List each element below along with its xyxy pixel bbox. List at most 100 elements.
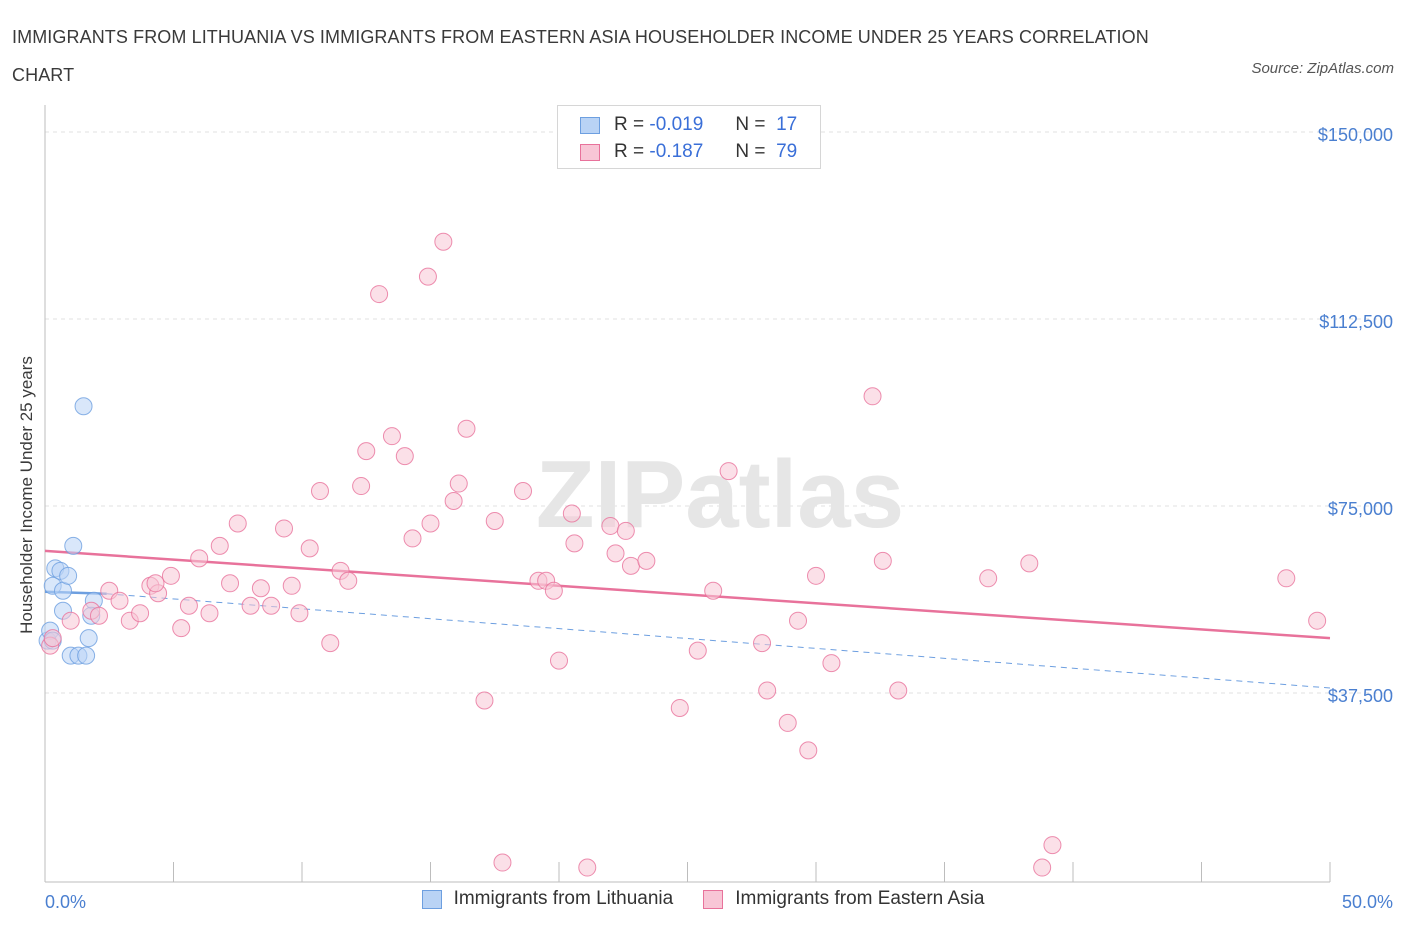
data-point	[637, 551, 656, 570]
data-point	[43, 629, 62, 648]
trend-line-extension	[106, 593, 1331, 689]
data-point	[789, 611, 808, 630]
data-point	[457, 419, 476, 438]
legend-r-label: R =	[614, 114, 645, 135]
data-point	[475, 691, 494, 710]
data-point	[403, 529, 422, 548]
watermark: ZIPatlas	[536, 441, 904, 548]
data-point	[370, 285, 389, 304]
data-point	[778, 713, 797, 732]
data-point	[753, 634, 772, 653]
legend-r-value: -0.187	[649, 141, 704, 162]
data-point	[64, 536, 83, 555]
series-swatch-blue	[421, 889, 442, 909]
data-point	[77, 646, 96, 665]
data-point	[300, 539, 319, 558]
data-point	[146, 574, 165, 593]
data-point	[1277, 569, 1296, 588]
data-point	[688, 641, 707, 660]
data-point	[434, 232, 453, 251]
legend-n-label: N =	[735, 141, 766, 162]
data-point	[321, 634, 340, 653]
data-point	[339, 571, 358, 590]
y-tick-label: $37,500	[1328, 686, 1393, 706]
y-tick-label: $75,000	[1328, 499, 1393, 519]
data-point	[53, 581, 72, 600]
data-point	[889, 681, 908, 700]
data-point	[493, 853, 512, 872]
data-point	[616, 521, 635, 540]
data-point	[161, 566, 180, 585]
data-point	[1020, 554, 1039, 573]
series-legend: Immigrants from Lithuania Immigrants fro…	[0, 888, 1406, 910]
data-point	[74, 397, 93, 416]
data-point	[131, 604, 150, 623]
data-point	[418, 267, 437, 286]
data-point	[799, 741, 818, 760]
series-swatch-pink	[703, 889, 724, 909]
data-points	[38, 232, 1327, 877]
data-point	[190, 549, 209, 568]
data-point	[221, 574, 240, 593]
data-point	[873, 551, 892, 570]
tick-labels: $37,500 $75,000 $112,500 $150,000 0.0% 50.0%	[45, 125, 1393, 912]
data-point	[357, 442, 376, 461]
data-point	[514, 482, 533, 501]
data-point	[485, 511, 504, 530]
legend-row-eastern-asia: R = -0.187 N = 79	[580, 139, 797, 165]
data-point	[395, 447, 414, 466]
x-tick-label: 0.0%	[45, 892, 86, 912]
data-point	[562, 504, 581, 523]
legend-swatch-pink	[580, 143, 600, 161]
data-point	[79, 629, 98, 648]
data-point	[89, 606, 108, 625]
data-point	[228, 514, 247, 533]
data-point	[210, 536, 229, 555]
data-point	[670, 698, 689, 717]
source-label: Source: ZipAtlas.com	[1251, 60, 1394, 77]
data-point	[719, 462, 738, 481]
data-point	[863, 387, 882, 406]
data-point	[282, 576, 301, 595]
axes	[44, 105, 1331, 883]
data-point	[59, 566, 78, 585]
data-point	[61, 611, 80, 630]
data-point	[290, 604, 309, 623]
legend-row-lithuania: R = -0.019 N = 17	[580, 112, 797, 138]
data-point	[578, 858, 597, 877]
data-point	[758, 681, 777, 700]
data-point	[601, 516, 620, 535]
data-point	[310, 482, 329, 501]
data-point	[979, 569, 998, 588]
data-point	[704, 581, 723, 600]
data-point	[382, 427, 401, 446]
legend-n-value: 17	[776, 114, 798, 135]
data-point	[241, 596, 260, 615]
series-legend-lithuania: Immigrants from Lithuania	[421, 888, 674, 910]
data-point	[352, 477, 371, 496]
trend-line	[44, 549, 1331, 640]
data-point	[807, 566, 825, 585]
data-point	[200, 604, 219, 623]
series-legend-label: Immigrants from Lithuania	[453, 888, 674, 909]
data-point	[444, 492, 463, 511]
legend-r-label: R =	[614, 141, 645, 162]
data-point	[421, 514, 440, 533]
data-point	[565, 534, 584, 553]
data-point	[1033, 858, 1052, 877]
y-tick-label: $112,500	[1319, 312, 1393, 332]
data-point	[550, 651, 568, 670]
legend-n-value: 79	[776, 141, 798, 162]
legend-swatch-blue	[580, 116, 600, 134]
data-point	[110, 591, 129, 610]
data-point	[1043, 836, 1062, 855]
x-tick-label: 50.0%	[1342, 892, 1393, 912]
series-legend-label: Immigrants from Eastern Asia	[735, 888, 985, 909]
data-point	[621, 556, 640, 575]
series-legend-eastern-asia: Immigrants from Eastern Asia	[703, 888, 984, 910]
data-point	[822, 654, 841, 673]
data-point	[179, 596, 198, 615]
data-point	[1308, 611, 1327, 630]
data-point	[251, 579, 270, 598]
